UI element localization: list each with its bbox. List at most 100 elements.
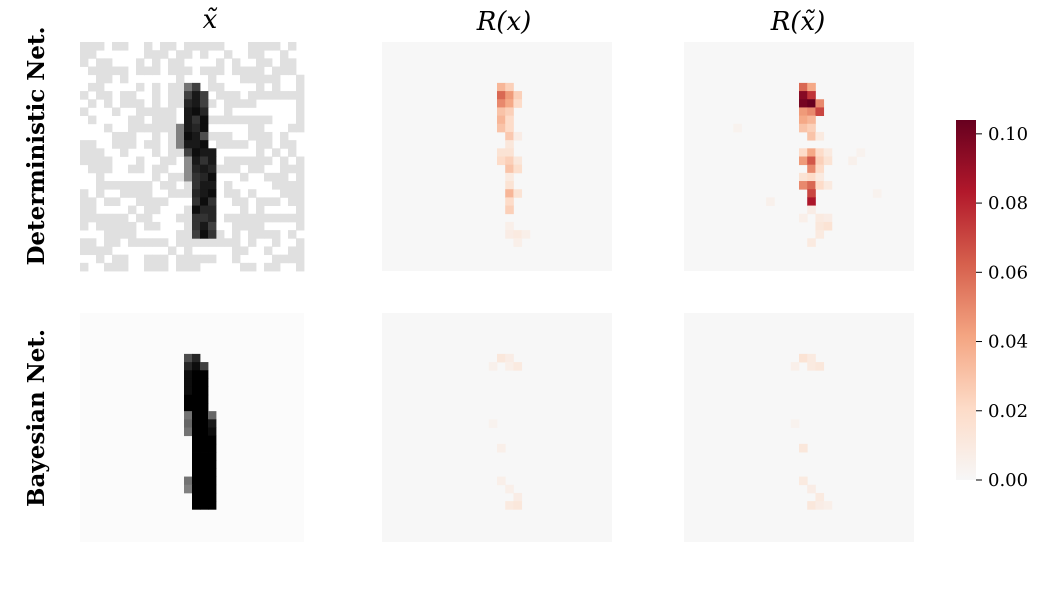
noise-cell [240,221,249,231]
noise-cell [256,123,265,133]
noise-cell [192,262,201,272]
relevance-cell [815,230,825,239]
noise-cell [80,156,89,166]
noise-cell [168,82,177,92]
noise-cell [104,246,113,256]
pixel-cell [200,402,209,412]
noise-cell [168,189,177,198]
noise-cell [232,230,241,239]
relevance-cell [799,353,808,363]
relevance-cell [497,353,506,363]
relevance-cell [823,181,833,190]
noise-cell [104,99,113,108]
relevance-cell [513,164,523,174]
noise-cell [272,181,281,190]
noise-cell [152,107,161,117]
noise-cell [232,156,241,166]
noise-cell [272,230,281,239]
pixel-cell [192,394,201,404]
pixel-cell [192,378,201,388]
pixel-cell [208,181,217,190]
pixel-cell [192,443,201,453]
noise-cell [104,123,113,133]
pixel-cell [200,476,209,486]
pixel-cell [208,468,217,477]
noise-cell [176,82,185,92]
noise-cell [88,66,97,76]
noise-cell [152,238,161,247]
pixel-cell [192,131,201,141]
relevance-cell [513,91,523,100]
relevance-cell [815,156,825,166]
relevance-cell [815,362,825,371]
noise-cell [240,246,249,256]
noise-cell [232,58,241,67]
noise-cell [280,213,289,223]
pixel-cell [200,99,209,108]
noise-cell [160,262,169,272]
noise-cell [160,123,169,133]
relevance-cell [807,353,816,363]
pixel-cell [200,492,209,502]
relevance-cell [513,99,523,108]
noise-cell [272,82,281,92]
relevance-cell [807,501,816,510]
noise-cell [232,99,241,108]
noise-cell [248,50,257,59]
noise-cell [248,156,257,166]
relevance-cell [488,362,498,371]
noise-cell [88,156,97,166]
noise-cell [256,156,265,166]
noise-cell [112,238,121,247]
noise-cell [120,66,129,76]
noise-cell [296,99,305,108]
noise-cell [280,50,289,59]
noise-cell [120,230,129,239]
pixel-cell [192,230,201,239]
noise-cell [128,230,137,239]
noise-cell [224,131,233,141]
pixel-cell [184,394,193,404]
noise-cell [128,205,137,215]
relevance-cell [505,131,514,141]
pixel-cell [200,205,209,215]
pixel-cell [208,476,217,486]
noise-cell [96,148,105,157]
noise-cell [176,91,185,100]
pixel-cell [200,362,209,371]
noise-cell [176,66,185,76]
noise-cell [112,66,121,76]
relevance-cell [807,91,816,100]
relevance-cell [872,189,882,198]
noise-cell [240,156,249,166]
noise-cell [120,221,129,231]
noise-cell [152,197,161,206]
relevance-cell [497,476,506,486]
noise-cell [144,213,153,223]
noise-cell [216,58,225,67]
noise-cell [104,230,113,239]
noise-cell [240,115,249,125]
noise-cell [256,205,265,215]
relevance-cell [790,419,800,428]
relevance-cell [497,115,506,125]
pixel-cell [200,115,209,125]
relevance-cell [497,443,506,453]
relevance-cell [497,91,506,100]
relevance-cell [815,172,825,182]
pixel-cell [200,123,209,133]
noise-cell [152,131,161,141]
noise-cell [288,91,297,100]
panel-deterministic-relevance-clean [382,42,612,271]
noise-cell [88,246,97,256]
noise-cell [256,82,265,92]
noise-cell [296,197,305,206]
noise-cell [248,42,257,51]
noise-cell [272,238,281,247]
noise-cell [120,254,129,264]
relevance-cell [815,181,825,190]
relevance-cell [815,221,825,231]
pixel-cell [208,419,217,428]
relevance-cell [823,148,833,157]
